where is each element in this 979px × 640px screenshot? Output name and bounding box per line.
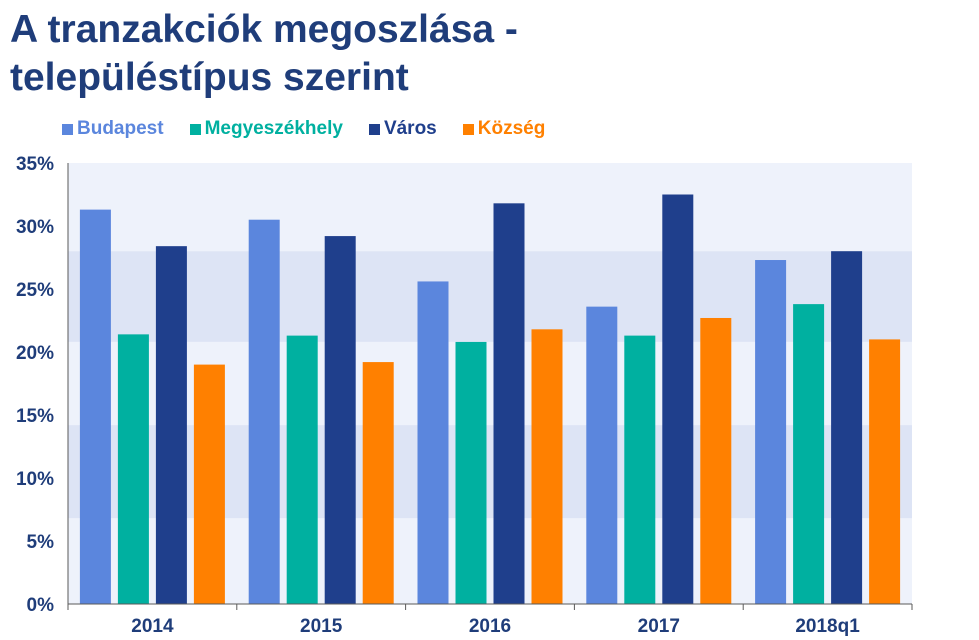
bar-község-2016 [531,329,563,604]
chart-axes [67,163,913,610]
x-tick-label: 2016 [469,616,511,637]
bar-budapest-2018q1 [755,260,787,604]
y-tick-label: 25% [16,280,54,301]
y-tick-label: 30% [16,217,54,238]
legend-swatch-varos [368,123,380,135]
chart-title: A tranzakciók megoszlása - településtípu… [10,6,518,102]
bar-város-2017 [662,194,694,604]
y-tick-label: 0% [27,595,55,616]
bar-város-2014 [155,246,187,604]
legend-item-kozseg: Község [462,118,546,140]
bar-megyeszékhely-2015 [286,335,318,604]
bar-budapest-2014 [79,209,111,604]
background-band [68,163,912,252]
bar-megyeszékhely-2018q1 [793,304,825,604]
chart-title-line-1: A tranzakciók megoszlása - [10,8,518,51]
bar-város-2018q1 [831,251,863,604]
chart-legend: Budapest Megyeszékhely Város Község [62,118,571,140]
legend-item-budapest: Budapest [62,118,164,140]
legend-label-megyeszekhely: Megyeszékhely [204,118,343,139]
bar-város-2015 [324,236,356,604]
legend-label-kozseg: Község [477,118,546,139]
y-tick-label: 35% [16,154,54,175]
bar-megyeszékhely-2014 [117,334,149,604]
bar-község-2014 [193,364,225,604]
bar-megyeszékhely-2017 [624,335,656,604]
y-tick-label: 5% [27,532,55,553]
legend-swatch-budapest [62,123,73,135]
legend-swatch-megyeszekhely [189,123,201,135]
bar-budapest-2015 [248,219,280,604]
bar-község-2018q1 [869,339,901,604]
legend-swatch-kozseg [462,123,474,135]
bar-község-2015 [362,362,394,604]
legend-item-megyeszekhely: Megyeszékhely [189,118,343,140]
x-tick-label: 2018q1 [795,616,860,637]
y-tick-label: 15% [16,406,54,427]
bar-budapest-2017 [586,306,618,604]
legend-label-budapest: Budapest [77,118,164,139]
x-tick-label: 2014 [131,616,174,637]
legend-item-varos: Város [368,118,437,140]
x-tick-label: 2017 [638,616,680,637]
y-axis-ticks: 0% 5% 10% 15% 20% 25% 30% 35% [16,154,54,616]
y-tick-label: 10% [16,469,54,490]
chart-title-line-2: településtípus szerint [10,56,409,99]
x-axis-ticks: 2014 2015 2016 2017 2018q1 [131,616,860,637]
legend-label-varos: Város [383,118,437,139]
bar-budapest-2016 [417,281,449,604]
bar-község-2017 [700,317,732,604]
bar-város-2016 [493,203,525,604]
bar-series [79,194,901,604]
x-tick-label: 2015 [300,616,343,637]
bar-megyeszékhely-2016 [455,341,487,604]
y-tick-label: 20% [16,343,54,364]
